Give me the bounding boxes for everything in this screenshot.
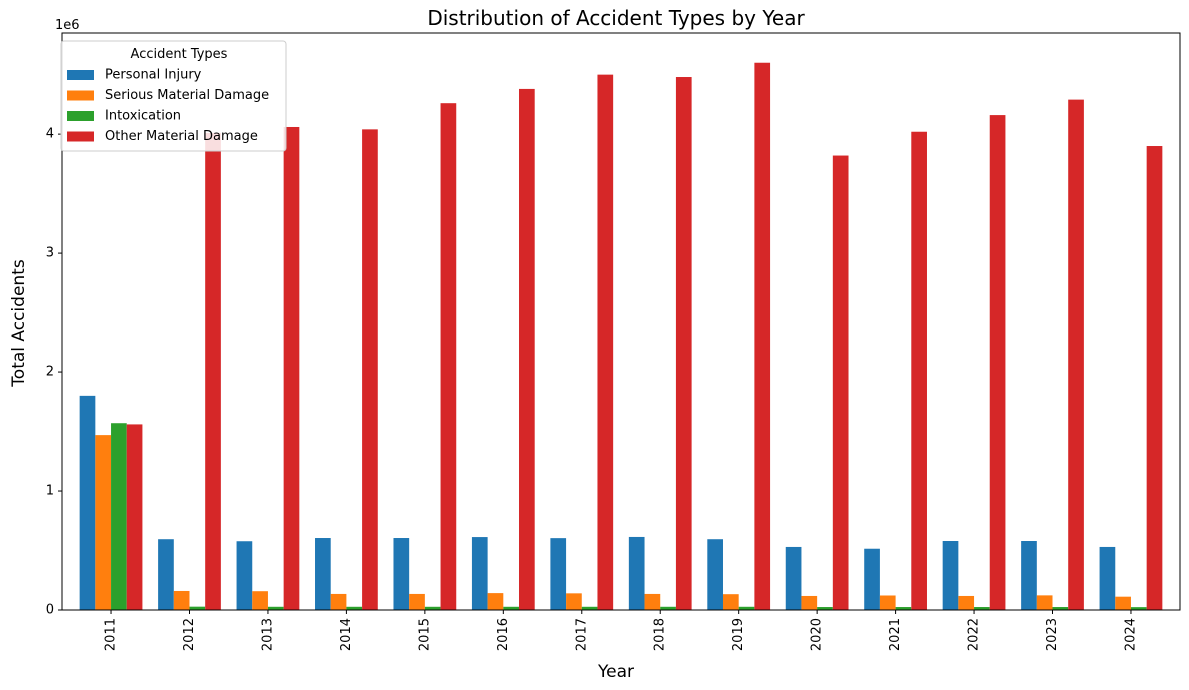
bar-intoxication-2022 <box>974 607 990 610</box>
bar-serious-material-damage-2013 <box>252 591 268 610</box>
bar-serious-material-damage-2018 <box>644 593 661 610</box>
bar-serious-material-damage-2015 <box>409 593 425 610</box>
bar-personal-injury-2012 <box>158 539 174 610</box>
bar-serious-material-damage-2020 <box>801 595 818 610</box>
legend-box <box>60 40 287 152</box>
bar-intoxication-2018 <box>660 606 676 610</box>
x-axis-title: Year <box>597 662 634 682</box>
bar-serious-material-damage-2016 <box>487 593 504 610</box>
bar-other-material-damage-2012 <box>205 132 221 610</box>
bar-other-material-damage-2022 <box>989 115 1006 610</box>
bar-personal-injury-2011 <box>79 395 96 610</box>
legend-swatch <box>67 131 94 142</box>
legend-label: Serious Material Damage <box>105 88 269 103</box>
bar-other-material-damage-2017 <box>597 74 614 610</box>
bar-other-material-damage-2019 <box>754 62 771 611</box>
bar-intoxication-2024 <box>1130 607 1147 610</box>
bar-other-material-damage-2024 <box>1146 146 1163 610</box>
bar-other-material-damage-2023 <box>1068 99 1084 611</box>
y-axis-ticks: 0 1 2 3 4 <box>46 127 62 618</box>
bar-intoxication-2014 <box>346 606 363 610</box>
x-tick-label: 2014 <box>339 618 354 651</box>
legend-title: Accident Types <box>131 47 228 62</box>
x-tick-label: 2012 <box>182 618 197 651</box>
chart-title: Distribution of Accident Types by Year <box>427 6 805 30</box>
bar-serious-material-damage-2014 <box>330 593 347 610</box>
bar-personal-injury-2015 <box>393 538 410 610</box>
plot-frame <box>61 32 1181 611</box>
bar-intoxication-2011 <box>111 423 127 610</box>
bar-personal-injury-2024 <box>1099 546 1116 610</box>
bar-personal-injury-2018 <box>628 536 645 610</box>
bar-intoxication-2012 <box>189 606 206 610</box>
bar-serious-material-damage-2022 <box>958 595 975 610</box>
bar-other-material-damage-2021 <box>911 131 927 611</box>
y-tick-label: 4 <box>46 127 54 142</box>
bar-serious-material-damage-2011 <box>95 435 112 610</box>
bar-personal-injury-2023 <box>1021 541 1037 610</box>
bar-other-material-damage-2014 <box>362 129 378 611</box>
bar-personal-injury-2017 <box>550 538 567 610</box>
bar-other-material-damage-2016 <box>519 88 535 611</box>
bar-serious-material-damage-2021 <box>879 595 896 610</box>
x-tick-label: 2018 <box>653 618 668 651</box>
bar-serious-material-damage-2023 <box>1036 595 1053 610</box>
x-axis-ticks: 2011 2012 2013 2014 2015 2016 2017 2018 2019 2020… <box>104 610 1138 651</box>
x-tick-label: 2022 <box>967 618 982 651</box>
bar-personal-injury-2022 <box>942 541 959 610</box>
legend-label: Personal Injury <box>105 68 202 83</box>
x-tick-label: 2021 <box>888 618 903 651</box>
bar-intoxication-2023 <box>1052 607 1069 610</box>
x-tick-label: 2019 <box>731 618 746 651</box>
bar-intoxication-2016 <box>503 606 520 610</box>
bar-personal-injury-2020 <box>785 546 802 610</box>
legend: Accident Types Personal Injury Serious Ma… <box>60 40 287 152</box>
x-tick-label: 2023 <box>1045 618 1060 651</box>
bar-serious-material-damage-2024 <box>1115 596 1131 610</box>
bars-group <box>79 62 1163 611</box>
y-tick-label: 0 <box>46 603 54 618</box>
bar-serious-material-damage-2019 <box>722 594 739 610</box>
legend-label: Other Material Damage <box>105 129 258 144</box>
legend-swatch <box>67 90 94 101</box>
bar-other-material-damage-2020 <box>832 155 849 611</box>
bar-intoxication-2015 <box>424 606 441 610</box>
bar-personal-injury-2021 <box>864 548 880 610</box>
bar-other-material-damage-2011 <box>126 424 143 610</box>
x-tick-label: 2024 <box>1123 618 1138 651</box>
legend-items: Personal Injury Serious Material Damage In… <box>67 68 269 144</box>
x-tick-label: 2016 <box>496 618 511 651</box>
x-tick-label: 2015 <box>417 618 432 651</box>
legend-label: Intoxication <box>105 109 181 124</box>
bar-personal-injury-2014 <box>315 538 331 610</box>
bar-serious-material-damage-2012 <box>173 590 190 610</box>
legend-swatch <box>67 70 94 80</box>
x-tick-label: 2017 <box>574 618 589 651</box>
bar-personal-injury-2019 <box>707 539 723 610</box>
bar-other-material-damage-2013 <box>283 126 300 611</box>
x-tick-label: 2011 <box>104 618 119 651</box>
y-axis-offset-label: 1e6 <box>55 18 80 33</box>
bar-serious-material-damage-2017 <box>566 593 582 610</box>
bar-intoxication-2020 <box>817 607 833 610</box>
legend-swatch <box>67 111 94 121</box>
bar-other-material-damage-2018 <box>675 77 692 610</box>
bar-intoxication-2021 <box>895 607 912 610</box>
y-tick-label: 1 <box>46 484 54 499</box>
y-axis-title: Total Accidents <box>9 259 29 388</box>
x-tick-label: 2020 <box>810 618 825 651</box>
x-tick-label: 2013 <box>260 618 275 651</box>
y-tick-label: 2 <box>46 365 54 380</box>
bar-other-material-damage-2015 <box>440 103 457 610</box>
bar-intoxication-2017 <box>581 606 598 610</box>
y-tick-label: 3 <box>46 246 54 261</box>
bar-intoxication-2013 <box>267 606 284 610</box>
bar-personal-injury-2016 <box>471 537 488 610</box>
bar-intoxication-2019 <box>738 606 755 610</box>
bar-personal-injury-2013 <box>236 541 253 610</box>
